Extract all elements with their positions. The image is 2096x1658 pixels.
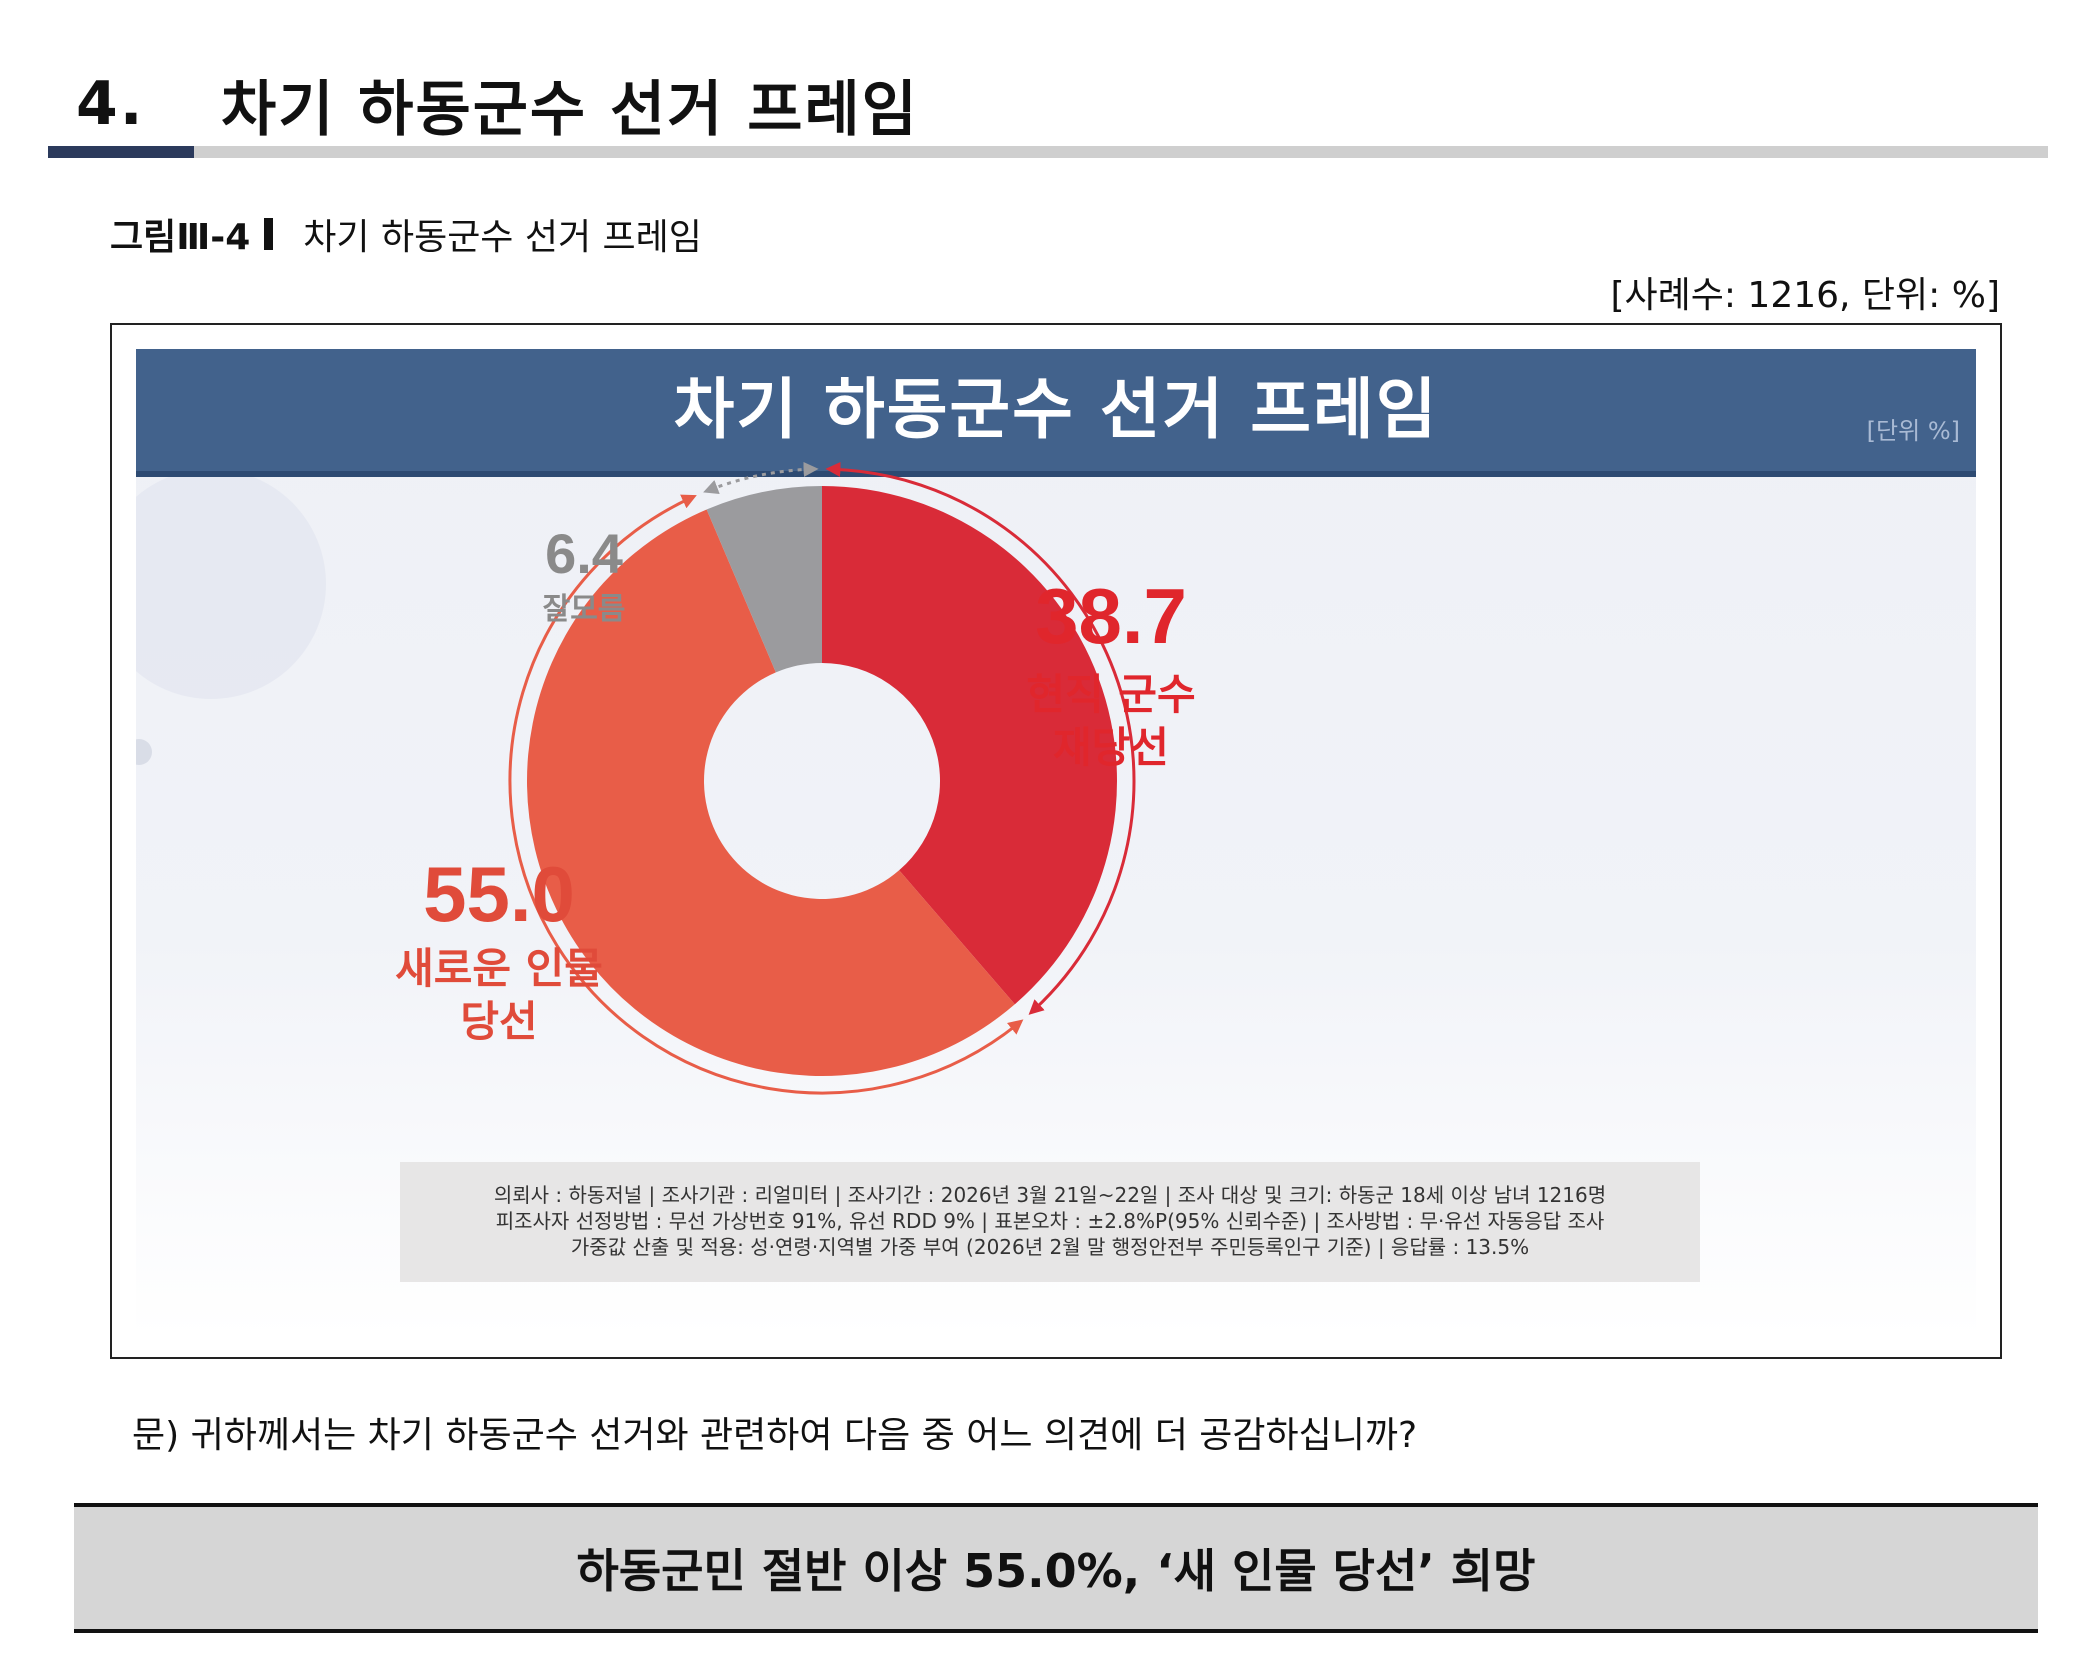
arc-arrow-dont-know: [703, 461, 819, 495]
decorative-dot: [136, 739, 152, 765]
category-label-new-person: 새로운 인물 당선: [369, 943, 629, 1048]
source-line: 의뢰사 : 하동저널 | 조사기관 : 리얼미터 | 조사기간 : 2026년 …: [493, 1183, 1607, 1207]
value-label-incumbent: 38.7: [1035, 572, 1187, 660]
donut-chart: [508, 461, 1136, 1095]
category-label-line: 재당선: [1053, 722, 1169, 772]
section-rule-accent: [48, 146, 194, 158]
category-label-line: 당선: [460, 996, 538, 1046]
value-label-new-person: 55.0: [423, 850, 575, 938]
figure-title: 차기 하동군수 선거 프레임: [303, 217, 702, 258]
source-line: 피조사자 선정방법 : 무선 가상번호 91%, 유선 RDD 9% | 표본오…: [495, 1209, 1605, 1233]
survey-source-box: 의뢰사 : 하동저널 | 조사기관 : 리얼미터 | 조사기간 : 2026년 …: [400, 1162, 1700, 1282]
figure-caption: 그림Ⅲ-4 차기 하동군수 선거 프레임: [110, 208, 702, 260]
category-label-line: 새로운 인물: [395, 944, 603, 993]
figure-label: 그림Ⅲ-4: [110, 217, 251, 258]
category-label-line: 현직 군수: [1026, 670, 1196, 719]
section-heading: 차기 하동군수 선거 프레임: [221, 74, 919, 145]
arc-arrow-incumbent: [825, 461, 1136, 1015]
category-label-dont-know: 잘모름: [542, 592, 626, 627]
value-label-dont-know: 6.4: [545, 522, 623, 585]
chart-unit: [단위 %]: [1866, 417, 1960, 445]
arc-arrow-new-person: [508, 494, 1024, 1095]
section-rule: [194, 146, 2048, 158]
survey-question: 문) 귀하께서는 차기 하동군수 선거와 관련하여 다음 중 어느 의견에 더 …: [132, 1415, 1418, 1456]
category-label-incumbent: 현직 군수 재당선: [986, 669, 1236, 774]
source-line: 가중값 산출 및 적용: 성·연령·지역별 가중 부여 (2026년 2월 말 …: [570, 1235, 1530, 1259]
chart-title: 차기 하동군수 선거 프레임: [673, 371, 1439, 448]
decorative-circle: [136, 469, 326, 699]
sample-note: [사례수: 1216, 단위: %]: [1610, 275, 2000, 316]
caption-divider: [264, 218, 274, 250]
slide-header: 차기 하동군수 선거 프레임 [단위 %]: [136, 349, 1976, 477]
headline-box: 하동군민 절반 이상 55.0%, ‘새 인물 당선’ 희망: [74, 1503, 2038, 1633]
section-title: 4. 차기 하동군수 선거 프레임: [76, 64, 919, 145]
chart-slide: 차기 하동군수 선거 프레임 [단위 %] 38.7 현직 군수 재당선 55.…: [136, 349, 1976, 1337]
figure-frame: 차기 하동군수 선거 프레임 [단위 %] 38.7 현직 군수 재당선 55.…: [110, 323, 2002, 1359]
section-number: 4.: [76, 69, 145, 139]
